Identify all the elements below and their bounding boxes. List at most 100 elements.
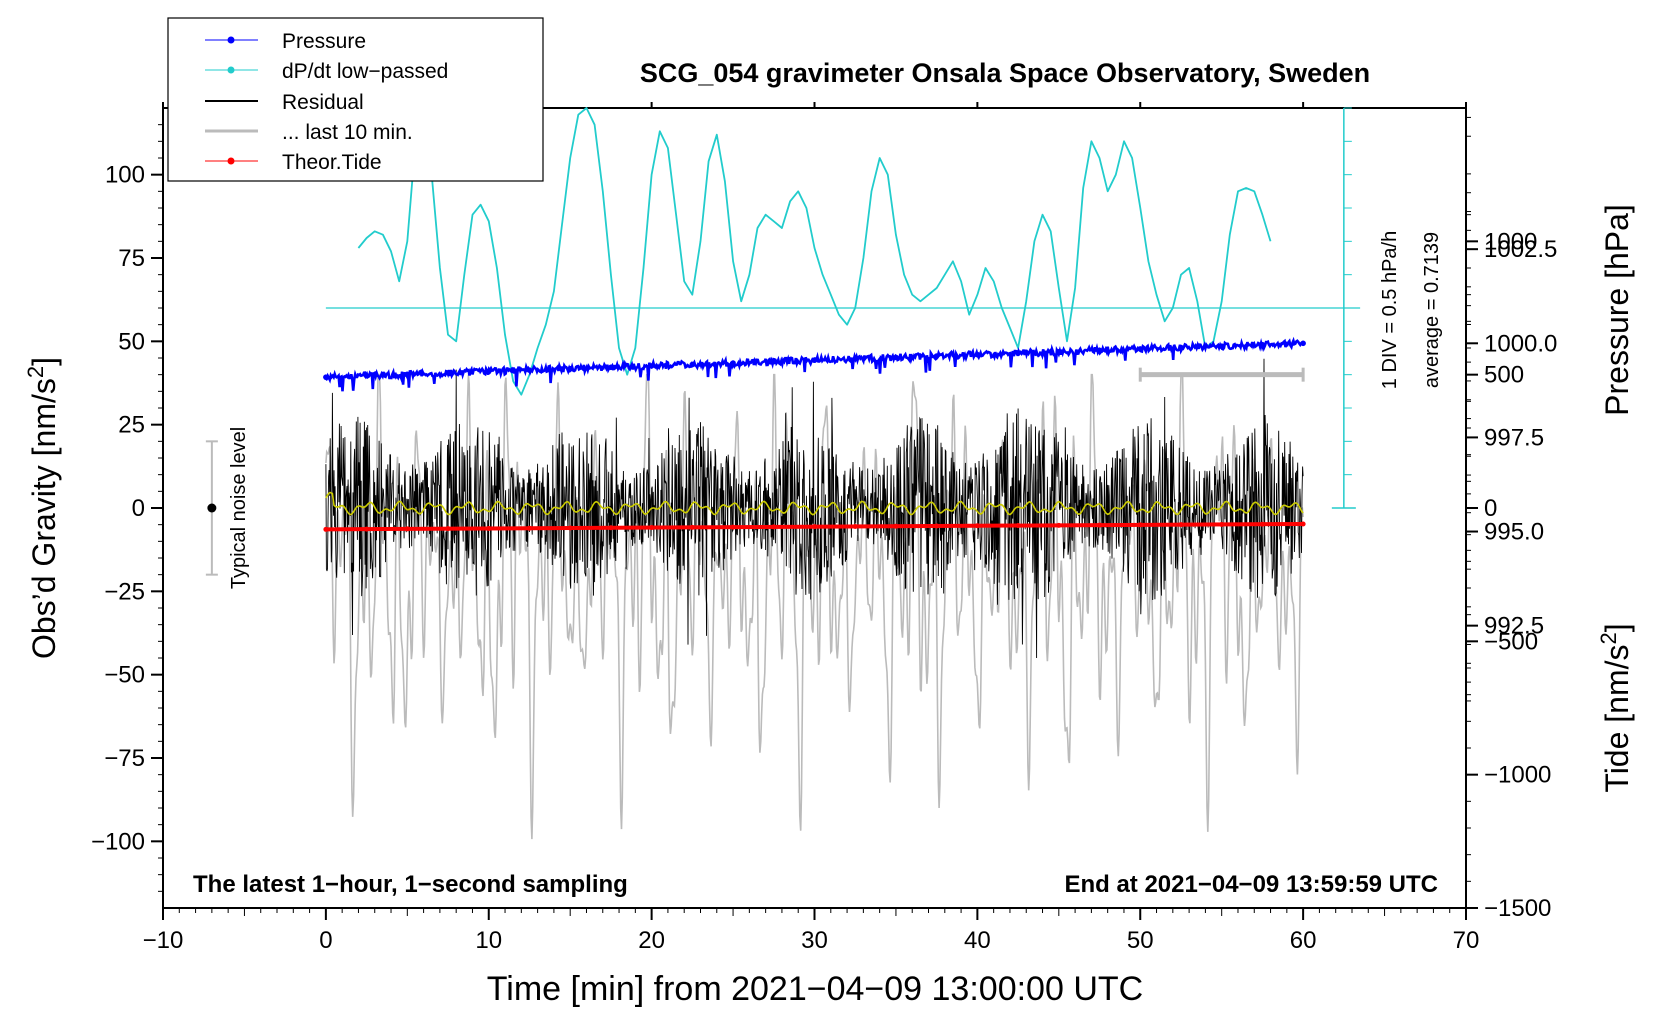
tide-point <box>486 525 492 531</box>
pressure-point <box>1178 344 1184 351</box>
pressure-point <box>485 368 492 375</box>
tide-point <box>689 524 695 530</box>
y-axis-label-tide-main: Tide [nm/s <box>1599 644 1635 792</box>
gravity-tick-label: 75 <box>118 245 145 272</box>
annotation-noise-level: Typical noise level <box>228 427 250 589</box>
annotation-dpdt-average: average = 0.7139 <box>1421 232 1443 388</box>
data-layer <box>205 107 1361 840</box>
x-tick-label: 20 <box>638 927 665 954</box>
x-tick-label: 60 <box>1290 927 1317 954</box>
y-axis-label-gravity: Obs’d Gravity [nm/s2] <box>23 357 63 659</box>
legend-label-dpdt: dP/dt low−passed <box>282 60 448 83</box>
x-tick-label: 30 <box>801 927 828 954</box>
tide-point <box>1259 521 1265 527</box>
x-axis-label: Time [min] from 2021−04−09 13:00:00 UTC <box>487 970 1143 1008</box>
dpdt-series-line <box>357 107 1272 396</box>
legend-item-last10: ... last 10 min. <box>205 121 413 144</box>
axis-layer: −10 0 10 20 30 40 50 60 70−100−75−50−25025507510… <box>91 102 1557 954</box>
tide-point <box>608 525 614 531</box>
tide-point <box>1097 522 1103 528</box>
pressure-point <box>363 372 370 379</box>
pressure-point <box>648 363 655 369</box>
tide-point <box>649 525 655 531</box>
tide-point <box>974 523 980 529</box>
legend-item-pressure: Pressure <box>205 30 366 53</box>
y-axis-label-gravity-end: ] <box>26 357 62 366</box>
tide-point <box>730 524 736 530</box>
tide-point <box>934 523 940 529</box>
pressure-tick-label: 1000.0 <box>1484 330 1557 357</box>
tide-tick-label: −1000 <box>1484 762 1551 789</box>
gravity-tick-label: −100 <box>91 828 145 855</box>
legend-item-tide: Theor.Tide <box>205 151 382 174</box>
gravity-tick-label: −50 <box>104 662 145 689</box>
tide-tick-label: −1500 <box>1484 895 1551 922</box>
gravity-tick-label: 25 <box>118 412 145 439</box>
last10-series-line <box>325 373 1304 840</box>
x-tick-label: 70 <box>1453 927 1480 954</box>
gravity-tick-label: 50 <box>118 328 145 355</box>
x-tick-label: −10 <box>143 927 184 954</box>
tide-point <box>323 526 329 532</box>
pressure-point <box>323 374 329 380</box>
tide-point <box>526 525 532 531</box>
x-tick-label: 0 <box>319 927 332 954</box>
tide-point <box>364 526 370 532</box>
pressure-point <box>608 364 614 371</box>
pressure-point <box>893 354 899 361</box>
tide-point <box>893 523 899 529</box>
tide-point <box>1137 522 1143 528</box>
pressure-point <box>852 356 859 362</box>
residual-smoothed-line <box>325 491 1304 516</box>
pressure-point <box>1056 348 1062 355</box>
y-axis-label-tide-sup: 2 <box>1596 632 1621 644</box>
pressure-point <box>811 357 818 364</box>
x-tick-label: 10 <box>475 927 502 954</box>
pressure-tick-label: 1002.5 <box>1484 236 1557 263</box>
legend-label-tide: Theor.Tide <box>282 151 382 174</box>
pressure-point <box>1218 343 1225 349</box>
legend-marker-pressure <box>227 36 235 44</box>
tide-point <box>1056 522 1062 528</box>
pressure-point <box>567 365 573 372</box>
x-tick-label: 40 <box>964 927 991 954</box>
y-axis-label-gravity-sup: 2 <box>23 366 48 378</box>
gravity-tick-label: −25 <box>104 578 145 605</box>
pressure-point <box>689 361 696 368</box>
tide-point <box>812 524 817 530</box>
tide-tick-label: 500 <box>1484 362 1524 389</box>
legend-marker-dpdt <box>227 66 235 74</box>
noise-bar-center <box>207 503 217 513</box>
pressure-point <box>770 358 777 365</box>
pressure-point <box>1137 346 1144 352</box>
chart-title: SCG_054 gravimeter Onsala Space Observat… <box>640 58 1370 88</box>
x-tick-label: 50 <box>1127 927 1154 954</box>
tide-point <box>771 524 777 530</box>
gravity-tick-label: −75 <box>104 745 145 772</box>
pressure-tick-label: 992.5 <box>1484 613 1544 640</box>
legend-box <box>167 17 544 182</box>
annotation-sampling: The latest 1−hour, 1−second sampling <box>193 871 628 898</box>
residual-series-line <box>325 358 1304 659</box>
pressure-tick-label: 997.5 <box>1484 424 1544 451</box>
pressure-point <box>1015 350 1021 356</box>
y-axis-label-tide: Tide [nm/s2] <box>1596 623 1636 792</box>
legend-label-residual: Residual <box>282 91 364 114</box>
pressure-point <box>974 351 981 358</box>
pressure-point <box>730 360 736 366</box>
gravity-tick-label: 0 <box>132 495 145 522</box>
pressure-point <box>445 370 451 376</box>
pressure-point <box>404 371 411 378</box>
legend-item-residual: Residual <box>205 91 364 114</box>
pressure-series-line <box>324 336 1304 392</box>
tide-point <box>404 526 410 532</box>
legend: Pressure dP/dt low−passed Residual ... l… <box>167 17 544 182</box>
tide-point <box>567 525 573 531</box>
annotation-end-time: End at 2021−04−09 13:59:59 UTC <box>1064 871 1438 898</box>
y-axis-label-pressure: Pressure [hPa] <box>1599 204 1635 416</box>
tide-tick-label: 0 <box>1484 495 1497 522</box>
tide-tick-label: −500 <box>1484 628 1538 655</box>
tide-point <box>1015 523 1021 529</box>
tide-point <box>1219 521 1225 527</box>
